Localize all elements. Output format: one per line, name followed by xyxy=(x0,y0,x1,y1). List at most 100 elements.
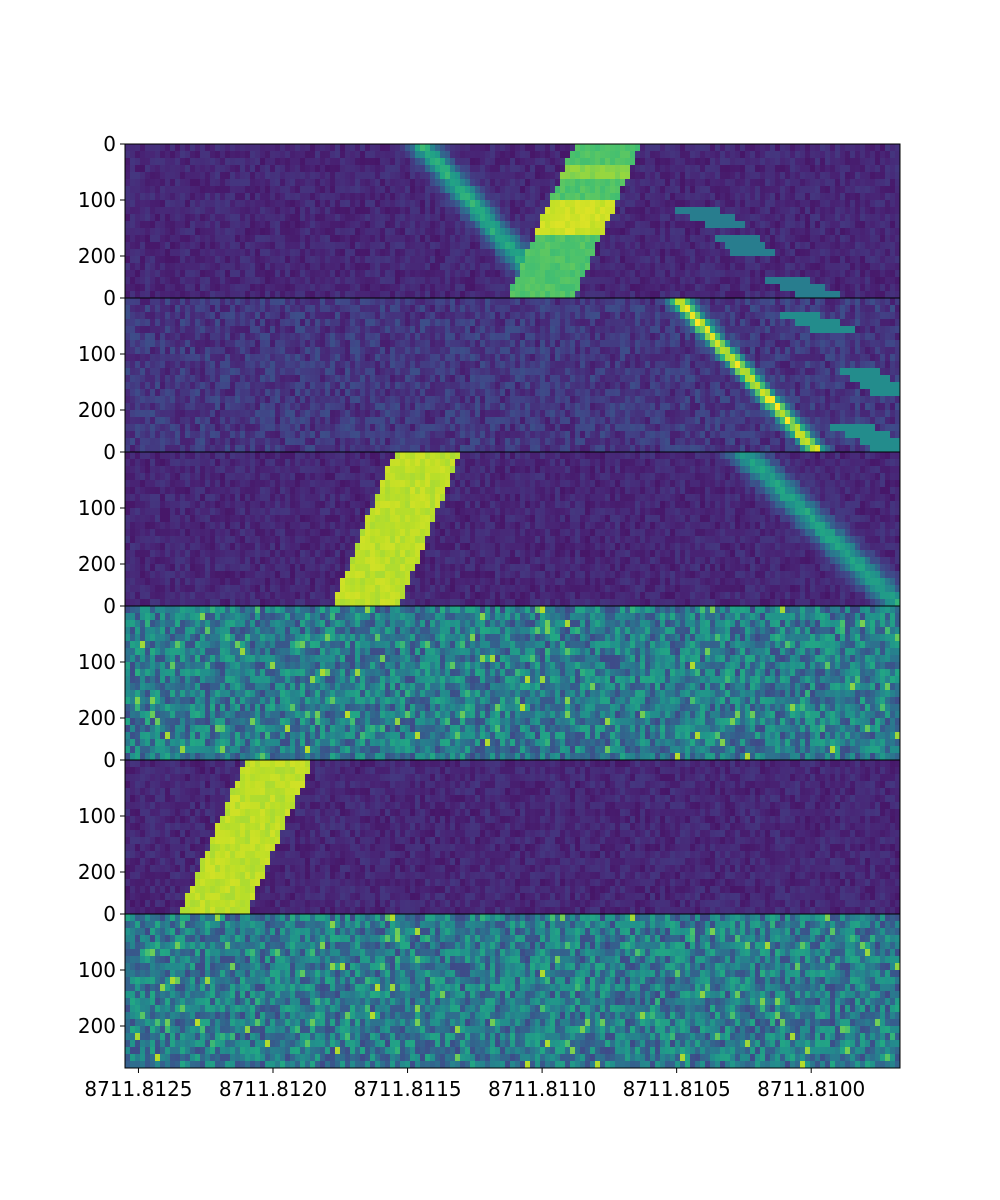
heatmap-cell xyxy=(545,186,551,194)
heatmap-cell xyxy=(865,284,871,292)
heatmap-cell xyxy=(890,144,896,152)
heatmap-cell xyxy=(180,319,186,327)
heatmap-cell xyxy=(635,291,641,299)
heatmap-cell xyxy=(700,228,706,236)
heatmap-cell xyxy=(755,277,761,285)
heatmap-cell xyxy=(290,158,296,166)
heatmap-cell xyxy=(860,256,866,264)
heatmap-cell xyxy=(430,179,436,187)
heatmap-cell xyxy=(435,319,441,327)
heatmap-cell xyxy=(480,340,486,348)
heatmap-cell xyxy=(875,270,881,278)
heatmap-cell xyxy=(715,340,721,348)
heatmap-cell xyxy=(620,172,626,180)
heatmap-cell xyxy=(250,277,256,285)
heatmap-cell xyxy=(130,312,136,320)
heatmap-cell xyxy=(805,263,811,271)
heatmap-cell xyxy=(595,144,601,152)
heatmap-cell xyxy=(225,312,231,320)
heatmap-cell xyxy=(330,214,336,222)
heatmap-cell xyxy=(440,158,446,166)
heatmap-cell xyxy=(325,291,331,299)
heatmap-cell xyxy=(650,186,656,194)
heatmap-cell xyxy=(895,207,901,215)
heatmap-cell xyxy=(555,340,561,348)
heatmap-cell xyxy=(800,326,806,334)
heatmap-cell xyxy=(555,165,561,173)
heatmap-cell xyxy=(650,347,656,355)
heatmap-cell xyxy=(605,347,611,355)
heatmap-cell xyxy=(450,228,456,236)
heatmap-cell xyxy=(845,186,851,194)
heatmap-cell xyxy=(360,193,366,201)
heatmap-cell xyxy=(380,186,386,194)
heatmap-cell xyxy=(570,193,576,201)
heatmap-cell xyxy=(695,221,701,229)
heatmap-cell xyxy=(155,235,161,243)
heatmap-cell xyxy=(865,249,871,257)
heatmap-cell xyxy=(370,270,376,278)
heatmap-cell xyxy=(365,193,371,201)
heatmap-cell xyxy=(330,249,336,257)
heatmap-cell xyxy=(690,263,696,271)
heatmap-cell xyxy=(695,193,701,201)
heatmap-cell xyxy=(315,221,321,229)
heatmap-cell xyxy=(330,144,336,152)
heatmap-cell xyxy=(650,249,656,257)
heatmap-cell xyxy=(785,179,791,187)
heatmap-cell xyxy=(260,291,266,299)
heatmap-cell xyxy=(895,256,901,264)
heatmap-cell xyxy=(175,158,181,166)
heatmap-cell xyxy=(300,200,306,208)
heatmap-cell xyxy=(500,186,506,194)
heatmap-cell xyxy=(395,179,401,187)
heatmap-cell xyxy=(850,249,856,257)
heatmap-cell xyxy=(200,319,206,327)
heatmap-cell xyxy=(380,249,386,257)
heatmap-cell xyxy=(635,228,641,236)
heatmap-cell xyxy=(690,291,696,299)
heatmap-cell xyxy=(740,263,746,271)
heatmap-cell xyxy=(695,158,701,166)
heatmap-cell xyxy=(865,263,871,271)
heatmap-cell xyxy=(500,291,506,299)
heatmap-cell xyxy=(765,214,771,222)
heatmap-cell xyxy=(740,305,746,313)
heatmap-cell xyxy=(365,319,371,327)
heatmap-cell xyxy=(845,361,851,369)
heatmap-cell xyxy=(845,326,851,334)
heatmap-cell xyxy=(175,312,181,320)
heatmap-cell xyxy=(170,312,176,320)
heatmap-cell xyxy=(265,200,271,208)
heatmap-cell xyxy=(350,312,356,320)
heatmap-cell xyxy=(595,319,601,327)
heatmap-cell xyxy=(170,270,176,278)
heatmap-cell xyxy=(800,214,806,222)
heatmap-cell xyxy=(425,186,431,194)
heatmap-cell xyxy=(590,249,596,257)
heatmap-cell xyxy=(230,298,236,306)
heatmap-cell xyxy=(305,270,311,278)
heatmap-cell xyxy=(265,270,271,278)
heatmap-cell xyxy=(645,165,651,173)
heatmap-cell xyxy=(530,186,536,194)
heatmap-cell xyxy=(435,221,441,229)
heatmap-cell xyxy=(475,277,481,285)
heatmap-cell xyxy=(315,186,321,194)
heatmap-cell xyxy=(860,151,866,159)
heatmap-cell xyxy=(330,207,336,215)
heatmap-cell xyxy=(200,144,206,152)
heatmap-cell xyxy=(160,333,166,341)
heatmap-cell xyxy=(310,326,316,334)
heatmap-cell xyxy=(605,214,611,222)
heatmap-cell xyxy=(265,228,271,236)
heatmap-cell xyxy=(800,263,806,271)
heatmap-cell xyxy=(535,361,541,369)
heatmap-cell xyxy=(540,361,546,369)
heatmap-cell xyxy=(450,235,456,243)
heatmap-cell xyxy=(250,270,256,278)
heatmap-cell xyxy=(415,151,421,159)
heatmap-cell xyxy=(495,193,501,201)
heatmap-cell xyxy=(190,361,196,369)
heatmap-cell xyxy=(485,200,491,208)
